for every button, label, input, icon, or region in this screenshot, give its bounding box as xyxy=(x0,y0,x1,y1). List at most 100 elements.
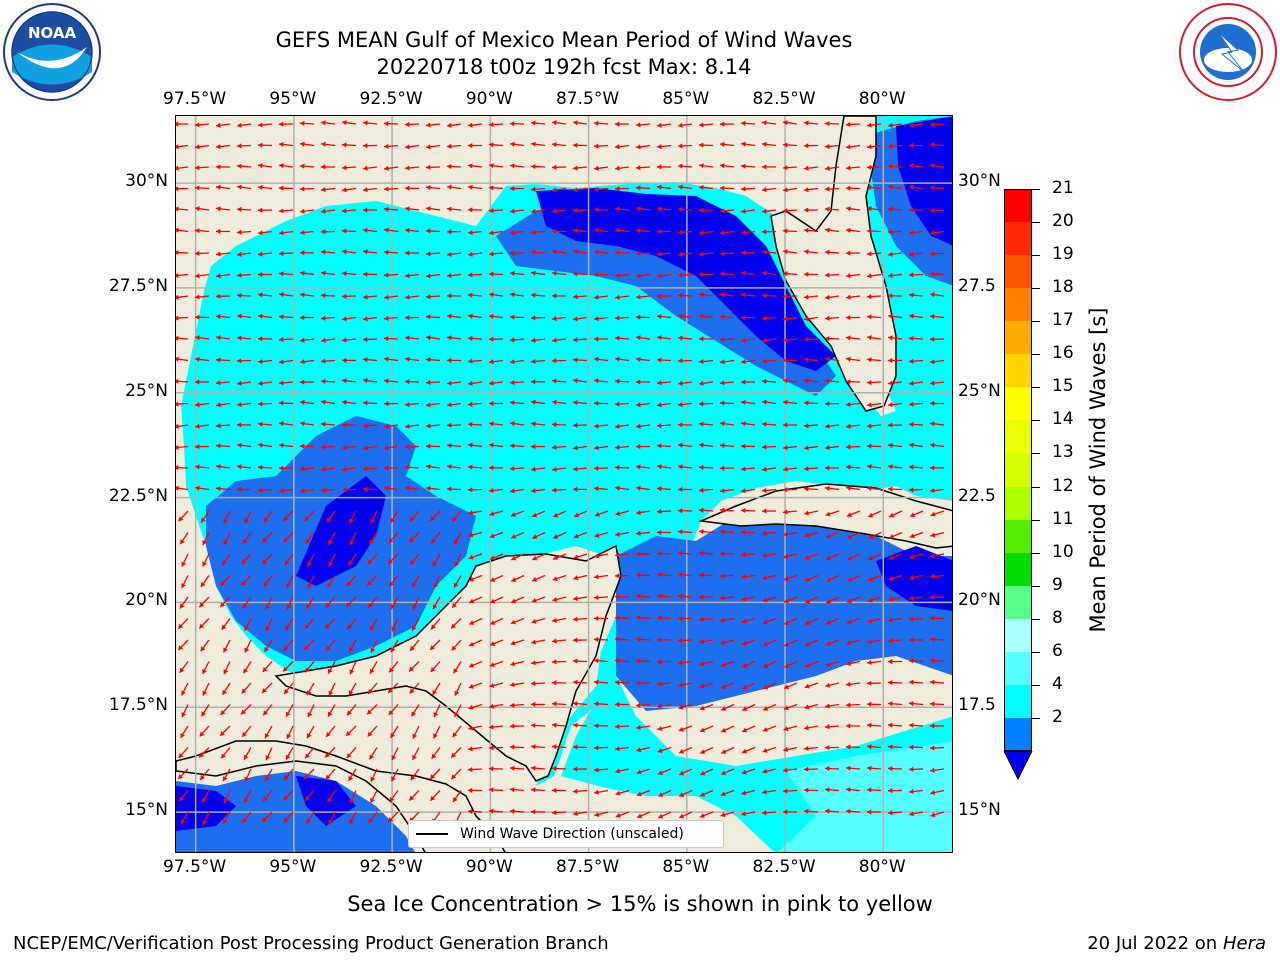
wind-wave-arrow xyxy=(677,292,693,299)
wind-wave-arrow xyxy=(593,701,609,707)
wind-wave-arrow xyxy=(658,811,672,819)
wind-wave-arrow xyxy=(405,273,420,279)
wind-wave-arrow xyxy=(447,402,462,408)
wind-wave-arrow xyxy=(391,618,399,632)
wind-wave-arrow xyxy=(803,336,819,342)
wind-wave-arrow xyxy=(278,465,294,471)
wind-wave-arrow xyxy=(572,357,588,363)
wind-wave-arrow xyxy=(614,679,630,686)
wind-wave-arrow xyxy=(741,746,756,754)
wind-wave-arrow xyxy=(215,443,231,449)
wind-wave-arrow xyxy=(303,639,315,651)
wind-wave-arrow xyxy=(408,532,420,543)
wind-wave-arrow xyxy=(194,165,210,171)
wind-wave-arrow xyxy=(657,402,672,408)
wind-wave-arrow xyxy=(404,185,420,191)
wind-wave-arrow xyxy=(783,660,798,668)
wind-wave-arrow xyxy=(594,227,609,233)
wind-wave-arrow xyxy=(510,596,525,604)
wind-wave-arrow xyxy=(432,596,441,610)
wind-wave-arrow xyxy=(408,790,420,801)
wind-wave-arrow xyxy=(284,553,294,566)
wind-wave-arrow xyxy=(930,573,945,580)
wind-wave-arrow xyxy=(388,575,399,587)
wind-wave-arrow xyxy=(887,163,903,170)
wind-wave-arrow xyxy=(300,208,315,214)
wind-wave-arrow xyxy=(866,228,882,234)
wind-wave-arrow xyxy=(429,639,441,651)
wind-wave-arrow xyxy=(657,681,672,687)
wind-wave-arrow xyxy=(908,464,924,470)
wind-wave-arrow xyxy=(887,722,903,728)
wind-wave-arrow xyxy=(846,531,861,539)
wind-wave-arrow xyxy=(530,787,546,793)
wind-wave-arrow xyxy=(551,722,567,728)
wind-wave-arrow xyxy=(783,399,798,405)
wind-wave-arrow xyxy=(656,550,672,557)
wind-wave-arrow xyxy=(237,313,252,319)
wind-wave-arrow xyxy=(614,573,630,579)
wind-wave-arrow xyxy=(278,208,294,214)
wind-wave-arrow xyxy=(930,510,945,517)
wind-wave-arrow xyxy=(258,380,273,386)
wind-wave-arrow xyxy=(509,121,525,127)
wind-wave-arrow xyxy=(930,442,945,448)
wind-wave-arrow xyxy=(264,725,273,739)
wind-wave-arrow xyxy=(236,486,252,493)
colorbar-tick xyxy=(1032,684,1040,686)
colorbar-tick xyxy=(1032,321,1040,323)
wind-wave-arrow xyxy=(221,553,231,566)
wind-wave-arrow xyxy=(222,768,231,782)
wind-wave-arrow xyxy=(741,337,756,343)
wind-wave-arrow xyxy=(908,487,924,493)
wind-wave-arrow xyxy=(362,400,378,406)
colorbar-tick xyxy=(1032,255,1040,257)
wind-wave-arrow xyxy=(426,402,441,408)
wind-wave-arrow xyxy=(887,680,903,686)
wind-wave-arrow xyxy=(467,207,483,213)
wind-wave-arrow xyxy=(887,788,903,794)
wind-wave-arrow xyxy=(594,316,609,322)
wind-wave-arrow xyxy=(362,357,378,363)
wind-wave-arrow xyxy=(346,618,357,630)
wind-wave-arrow xyxy=(573,400,588,406)
wind-wave-arrow xyxy=(740,443,756,449)
wind-wave-arrow xyxy=(405,165,420,171)
wind-wave-arrow xyxy=(888,617,903,623)
wind-wave-arrow xyxy=(258,442,273,448)
wind-wave-arrow xyxy=(425,379,441,386)
wind-wave-arrow xyxy=(242,661,252,674)
wind-wave-arrow xyxy=(740,551,756,558)
wind-wave-arrow xyxy=(327,661,336,675)
wind-wave-arrow xyxy=(362,207,378,213)
wind-wave-arrow xyxy=(929,745,945,751)
wind-wave-arrow xyxy=(887,422,903,428)
wind-wave-arrow xyxy=(889,510,903,518)
wind-wave-arrow xyxy=(446,422,462,428)
dark-blue-region-southwest xyxy=(176,776,356,831)
wind-wave-arrow xyxy=(929,185,945,191)
wind-wave-arrow xyxy=(762,746,777,753)
wind-wave-arrow xyxy=(888,553,903,560)
wind-wave-arrow xyxy=(699,251,714,257)
wind-wave-arrow xyxy=(285,575,294,589)
wind-wave-arrow xyxy=(265,618,273,632)
wind-wave-arrow xyxy=(405,423,420,429)
wind-wave-arrow xyxy=(176,227,189,233)
wind-wave-arrow xyxy=(553,510,567,518)
wind-wave-arrow xyxy=(698,464,714,471)
wind-wave-arrow xyxy=(195,464,210,470)
wind-wave-arrow xyxy=(846,401,861,408)
wind-wave-arrow xyxy=(909,595,924,601)
wind-wave-arrow xyxy=(657,703,672,709)
wind-wave-arrow xyxy=(636,402,651,408)
wind-wave-arrow xyxy=(202,532,210,546)
wind-wave-arrow xyxy=(804,227,819,233)
wind-wave-arrow xyxy=(888,251,903,257)
wind-wave-arrow xyxy=(762,208,777,214)
wind-wave-arrow xyxy=(593,336,609,342)
wind-wave-arrow xyxy=(369,661,378,674)
axis-tick-label: 82.5°W xyxy=(752,857,816,877)
wind-wave-arrow xyxy=(446,486,462,492)
wind-wave-arrow xyxy=(346,704,357,716)
